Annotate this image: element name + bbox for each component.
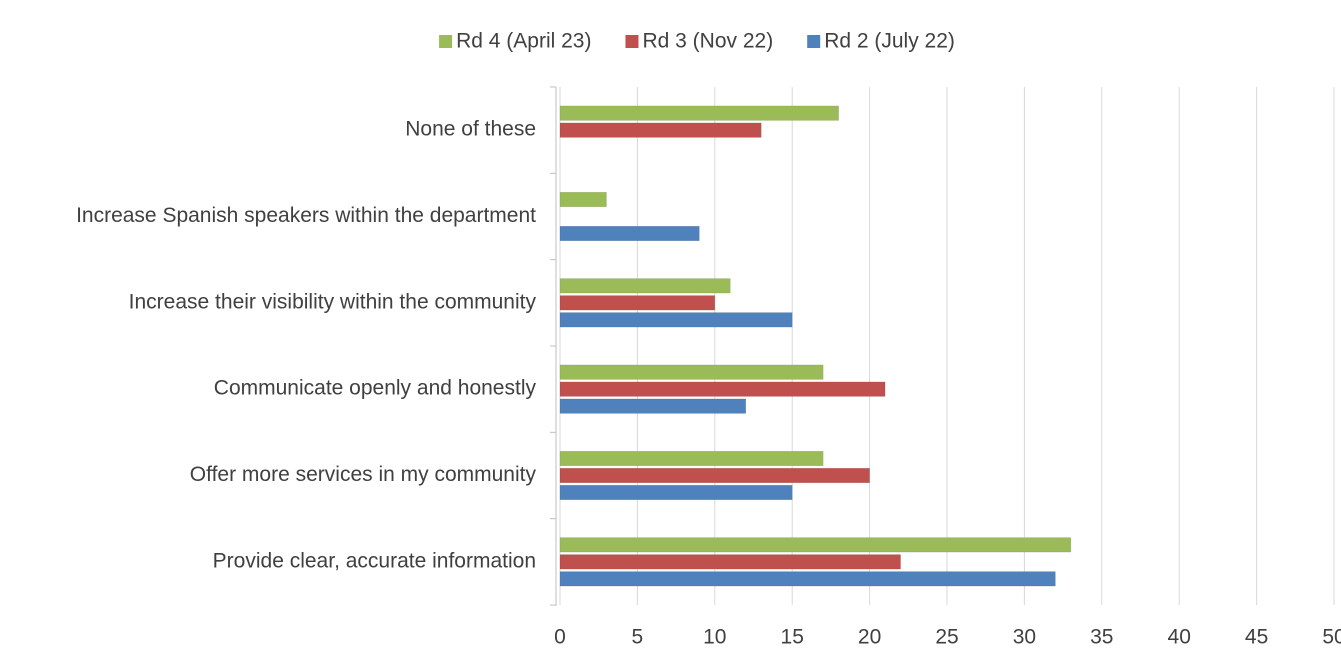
bar: [559, 571, 1056, 587]
bar: [559, 364, 824, 380]
bar: [559, 451, 824, 466]
y-tick-label: Communicate openly and honestly: [214, 377, 537, 400]
bar: [559, 105, 839, 121]
legend-label: Rd 4 (April 23): [456, 30, 591, 53]
x-tick-label: 0: [554, 626, 566, 649]
legend-swatch: [625, 35, 639, 48]
bar: [559, 226, 700, 241]
x-tick-label: 20: [858, 626, 881, 649]
bar: [559, 278, 731, 294]
x-tick-label: 35: [1090, 626, 1113, 649]
bar: [559, 398, 747, 414]
bar: [559, 312, 793, 328]
x-tick-label: 40: [1168, 626, 1191, 649]
bar: [559, 485, 793, 500]
x-tick-label: 5: [632, 626, 644, 649]
legend-swatch: [439, 35, 453, 48]
x-tick-label: 50: [1322, 626, 1341, 649]
y-tick-label: None of these: [405, 118, 536, 141]
bar: [559, 554, 901, 570]
bar: [559, 381, 886, 397]
x-tick-label: 25: [935, 626, 958, 649]
x-tick-label: 45: [1245, 626, 1268, 649]
bar: [559, 537, 1072, 553]
bar: [559, 122, 762, 138]
y-tick-label: Increase Spanish speakers within the dep…: [76, 204, 536, 227]
x-tick-label: 30: [1013, 626, 1036, 649]
bar: [559, 468, 870, 483]
bar: [559, 192, 607, 207]
x-tick-label: 10: [703, 626, 726, 649]
x-tick-label: 15: [781, 626, 804, 649]
y-tick-label: Offer more services in my community: [190, 463, 537, 486]
legend-label: Rd 2 (July 22): [824, 30, 955, 53]
y-tick-label: Increase their visibility within the com…: [129, 290, 537, 313]
legend-label: Rd 3 (Nov 22): [642, 30, 773, 53]
legend-swatch: [807, 35, 821, 48]
y-tick-label: Provide clear, accurate information: [213, 549, 536, 572]
bar: [559, 295, 716, 311]
